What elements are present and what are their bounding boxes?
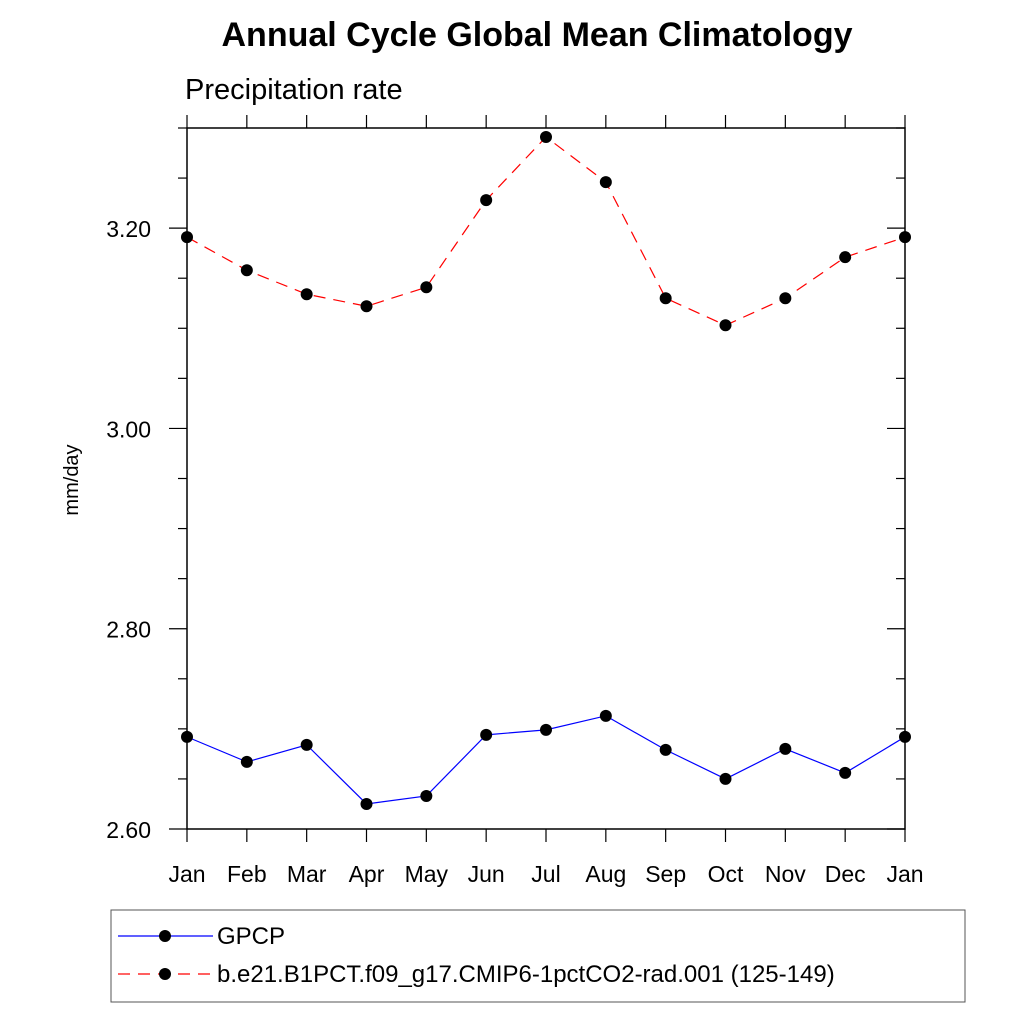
x-tick-label: Sep [645,861,686,887]
x-tick-label: Jan [168,861,205,887]
data-point [659,292,672,305]
data-point [779,292,792,305]
x-tick-label: Jun [468,861,505,887]
chart-subtitle: Precipitation rate [185,74,403,106]
plot-frame [186,127,906,830]
data-point [659,743,672,756]
data-point [719,319,732,332]
series-line-1 [186,136,906,326]
data-point [480,194,493,207]
data-point [540,131,552,144]
data-point [300,288,313,301]
data-point [181,730,193,743]
data-point [480,728,493,741]
legend: GPCP b.e21.B1PCT.f09_g17.CMIP6-1pctCO2-r… [110,909,966,1003]
data-point [899,730,911,743]
chart-title: Annual Cycle Global Mean Climatology [222,16,853,54]
x-tick-label: Apr [349,861,385,887]
data-point [719,772,732,785]
y-tick-label: 3.00 [106,416,151,442]
x-tick-labels: Jan Feb Mar Apr May Jun Jul Aug Sep Oct Nov Dec Jan [168,861,923,887]
legend-label-gpcp: GPCP [217,923,285,950]
x-tick-label: Mar [287,861,327,887]
data-point [360,797,373,810]
x-tick-label: Jul [531,861,560,887]
x-tick-label: Oct [708,861,744,887]
legend-label-model: b.e21.B1PCT.f09_g17.CMIP6-1pctCO2-rad.00… [217,961,835,988]
y-tick-labels: 2.60 2.80 3.00 3.20 [106,216,151,843]
data-point [779,742,792,755]
data-point [240,755,253,768]
x-tick-label: Nov [765,861,806,887]
data-point [240,264,253,277]
legend-box [110,909,966,1003]
data-point [540,723,552,736]
legend-marker-model [159,968,171,980]
y-tick-label: 2.80 [106,617,151,643]
x-tick-label: Aug [585,861,626,887]
data-point [599,176,612,189]
data-point [181,231,193,244]
y-tick-label: 3.20 [106,216,151,242]
data-point [420,789,433,802]
data-point [300,738,313,751]
axis-ticks [169,115,906,842]
legend-marker-gpcp [159,930,171,942]
data-point [899,231,911,244]
data-point [839,251,852,264]
data-point [599,709,612,722]
x-tick-label: May [405,861,449,887]
series-layer [181,131,911,810]
x-tick-label: Dec [825,861,866,887]
data-point [360,300,373,313]
x-tick-label: Feb [227,861,267,887]
data-point [839,766,852,779]
y-tick-label: 2.60 [106,817,151,843]
x-tick-label: Jan [886,861,923,887]
data-point [420,281,433,294]
y-axis-label: mm/day [61,444,83,515]
